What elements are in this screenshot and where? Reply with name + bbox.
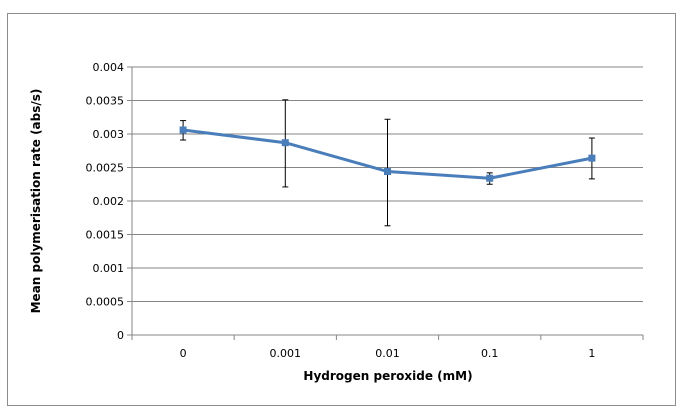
data-point [179, 126, 187, 134]
x-tick-label: 0.01 [375, 347, 400, 360]
x-tick-label: 0.001 [270, 347, 302, 360]
x-tick-label: 0.1 [481, 347, 499, 360]
y-axis-title: Mean polymerisation rate (abs/s) [29, 89, 43, 314]
x-tick-label: 0 [180, 347, 187, 360]
y-tick-label: 0.004 [93, 61, 125, 74]
data-point [384, 168, 391, 176]
y-tick-label: 0.0005 [86, 296, 125, 309]
y-tick-labels: 0 0.0005 0.001 0.0015 0.002 0.0025 0.003 0.0035… [86, 61, 125, 342]
y-tick-label: 0.0025 [86, 162, 125, 175]
gridlines [127, 66, 644, 340]
x-tick-label: 1 [588, 347, 595, 360]
y-tick-label: 0.0015 [86, 229, 125, 242]
x-tick-labels: 0 0.001 0.01 0.1 1 [180, 347, 596, 360]
series-marks [179, 99, 596, 227]
data-point [281, 139, 289, 147]
y-tick-label: 0 [117, 329, 124, 342]
chart-frame [7, 13, 676, 406]
y-tick-label: 0.001 [93, 262, 125, 275]
y-tick-label: 0.0035 [86, 95, 125, 108]
data-point [486, 174, 494, 182]
data-point [588, 154, 596, 162]
x-axis-title: Hydrogen peroxide (mM) [303, 369, 472, 383]
y-tick-label: 0.003 [93, 128, 125, 141]
y-tick-label: 0.002 [93, 195, 125, 208]
